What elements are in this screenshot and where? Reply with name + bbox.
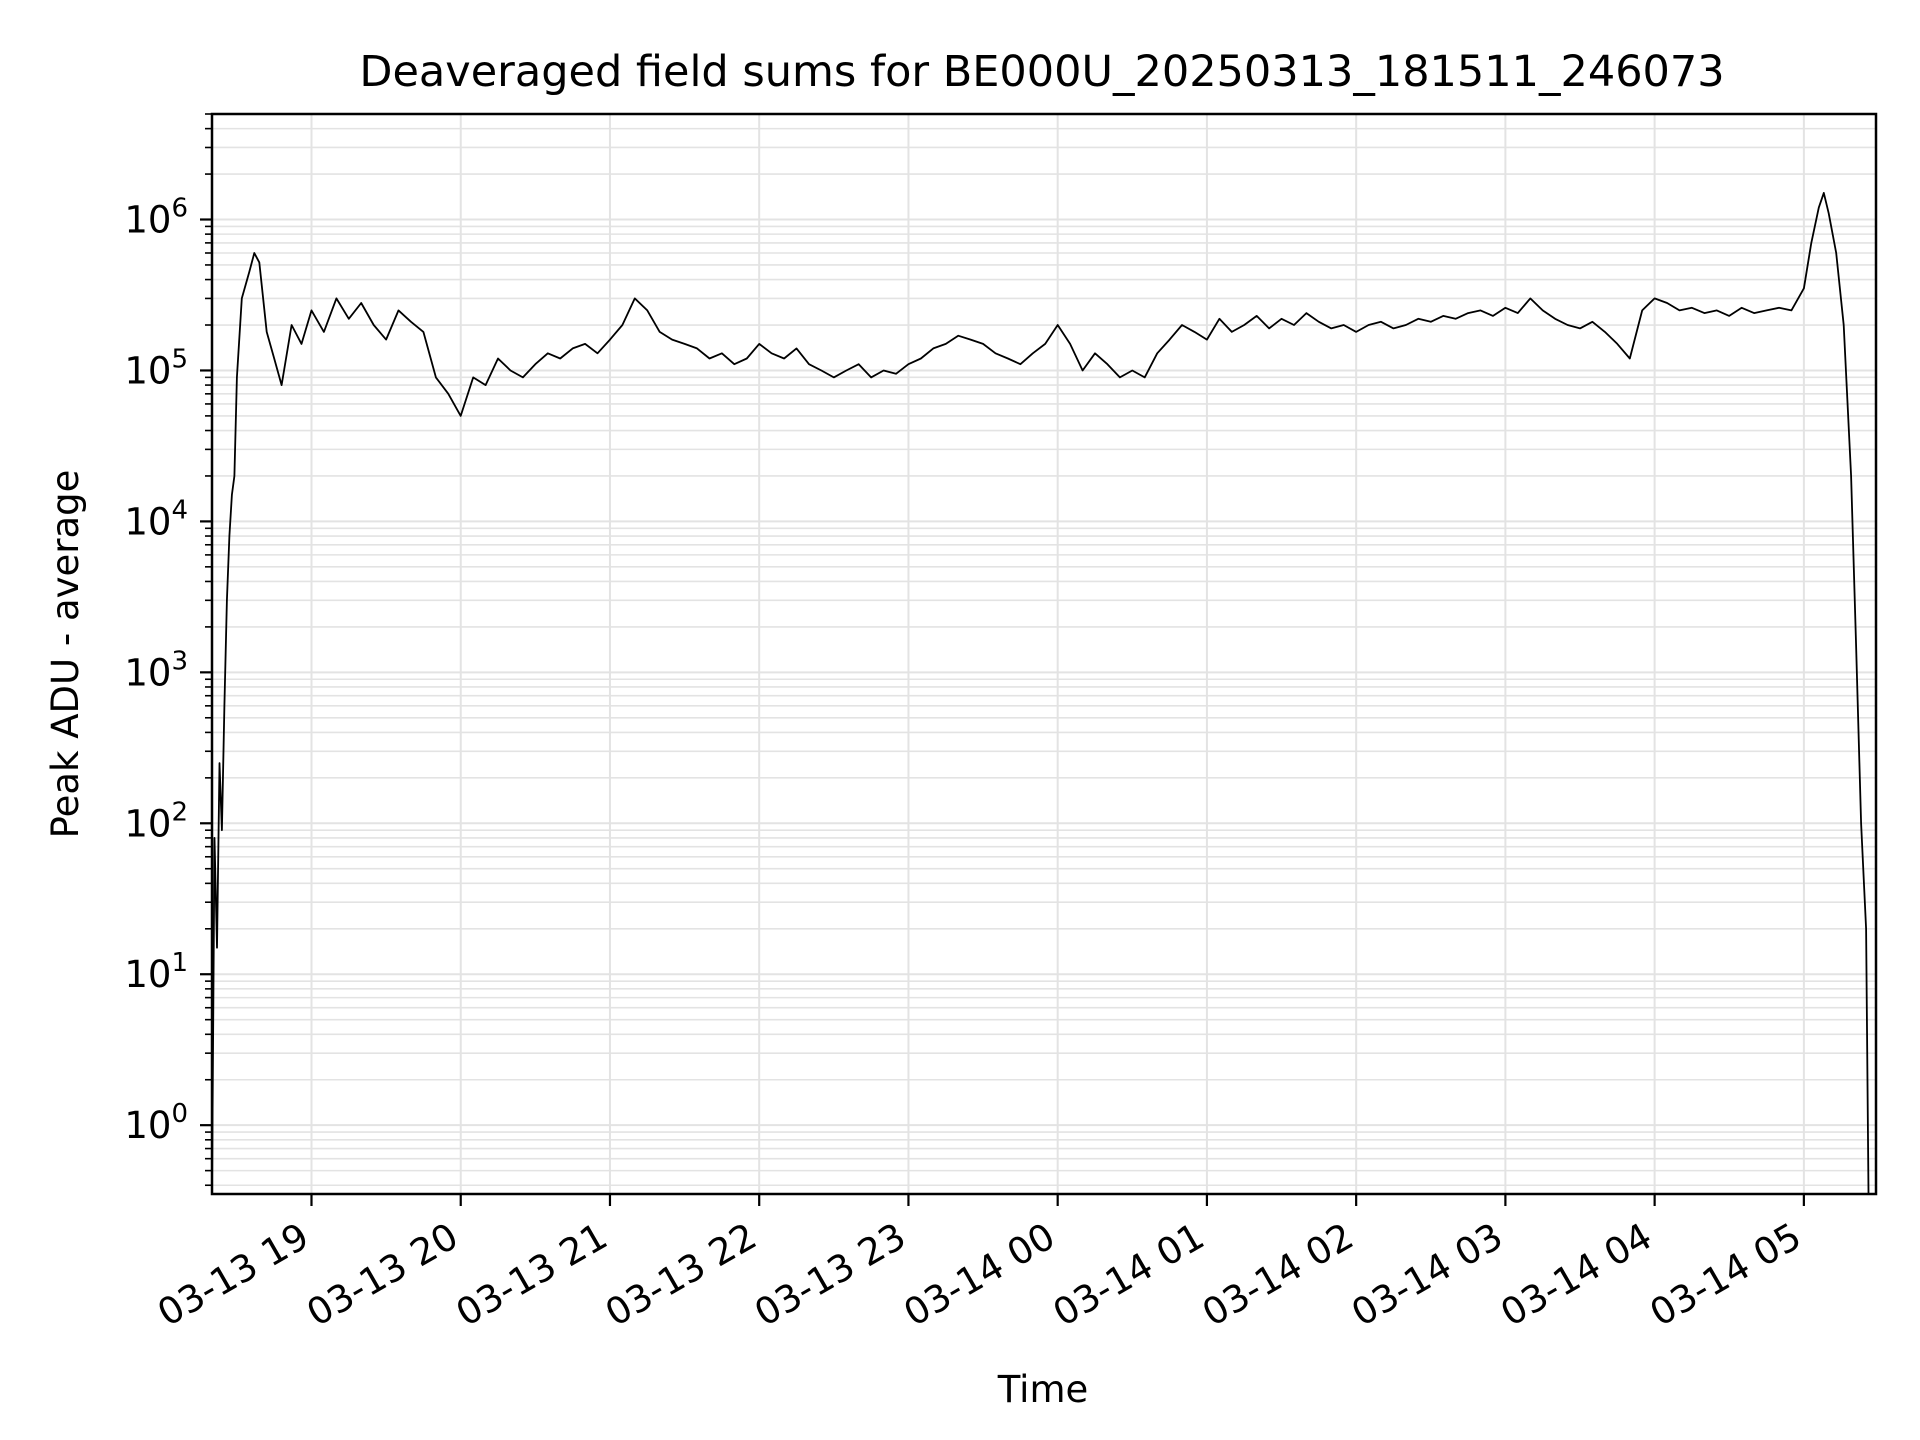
plot-frame bbox=[210, 112, 1878, 1196]
y-tick-label: 101 bbox=[124, 948, 188, 996]
y-tick-label: 106 bbox=[124, 194, 188, 242]
x-axis-label: Time bbox=[997, 1368, 1089, 1411]
y-tick-label: 104 bbox=[124, 495, 188, 543]
y-axis-label: Peak ADU - average bbox=[44, 470, 87, 839]
y-tick-label: 100 bbox=[124, 1099, 188, 1147]
grid bbox=[212, 113, 1876, 1194]
y-tick-label: 102 bbox=[124, 797, 188, 845]
chart-title: Deaveraged field sums for BE000U_2025031… bbox=[359, 47, 1724, 97]
y-axis: 100 101 102 103 104 105 106 bbox=[124, 113, 212, 1187]
series-line bbox=[211, 191, 1870, 1195]
y-tick-label: 105 bbox=[124, 344, 188, 392]
series-layer bbox=[211, 191, 1870, 1195]
y-tick-label: 103 bbox=[124, 646, 188, 694]
